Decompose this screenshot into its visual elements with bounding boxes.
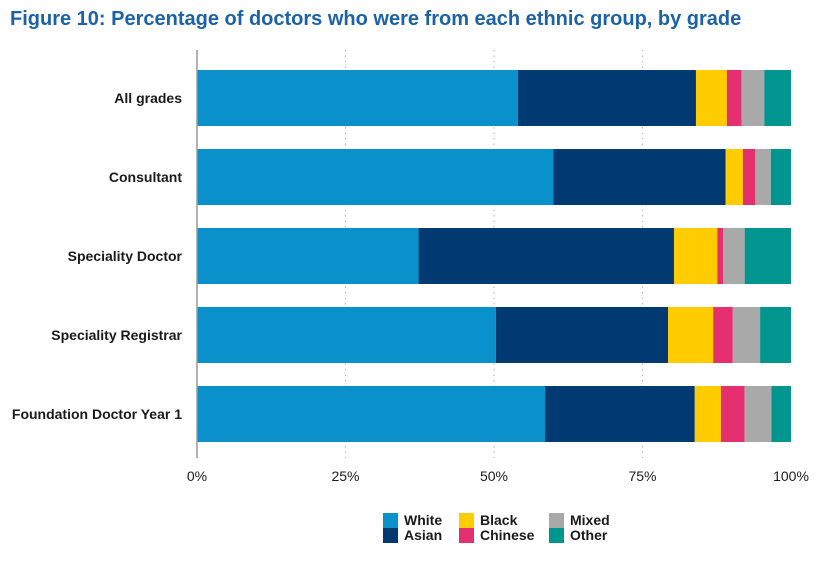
legend-swatch-chinese xyxy=(459,528,474,543)
bar-chinese-4 xyxy=(713,307,733,363)
bar-black-4 xyxy=(668,307,714,363)
legend-label-white: White xyxy=(404,512,442,528)
x-tick-label: 50% xyxy=(480,468,508,484)
bar-chinese-1 xyxy=(726,70,742,126)
legend-swatch-mixed xyxy=(549,513,564,528)
bar-black-5 xyxy=(694,386,721,442)
bar-other-5 xyxy=(771,386,791,442)
legend-swatch-asian xyxy=(383,528,398,543)
bar-other-1 xyxy=(764,70,791,126)
bar-asian-1 xyxy=(517,70,696,126)
legend-swatch-black xyxy=(459,513,474,528)
bar-other-3 xyxy=(744,228,791,284)
bar-chinese-5 xyxy=(720,386,745,442)
category-label: Consultant xyxy=(109,169,182,185)
category-label: Speciality Registrar xyxy=(51,327,182,343)
legend-label-black: Black xyxy=(480,512,518,528)
bar-chinese-2 xyxy=(742,149,756,205)
category-label: All grades xyxy=(114,90,182,106)
chart-title: Figure 10: Percentage of doctors who wer… xyxy=(10,8,742,30)
bar-other-4 xyxy=(760,307,791,363)
bar-other-2 xyxy=(770,149,791,205)
legend-label-other: Other xyxy=(570,527,608,543)
legend-label-mixed: Mixed xyxy=(570,512,610,528)
bar-white-3 xyxy=(197,228,419,284)
x-tick-label: 25% xyxy=(331,468,359,484)
bar-asian-4 xyxy=(495,307,669,363)
category-label: Speciality Doctor xyxy=(68,248,183,264)
bar-black-1 xyxy=(695,70,727,126)
legend-swatch-other xyxy=(549,528,564,543)
bar-mixed-1 xyxy=(741,70,765,126)
bar-mixed-2 xyxy=(755,149,771,205)
bar-white-4 xyxy=(197,307,496,363)
bar-asian-3 xyxy=(418,228,674,284)
bar-white-5 xyxy=(197,386,546,442)
x-tick-label: 75% xyxy=(628,468,656,484)
bar-mixed-3 xyxy=(723,228,745,284)
category-label: Foundation Doctor Year 1 xyxy=(12,406,182,422)
bar-asian-2 xyxy=(553,149,726,205)
bar-chinese-3 xyxy=(717,228,724,284)
bar-black-3 xyxy=(673,228,718,284)
legend-label-chinese: Chinese xyxy=(480,527,535,543)
x-tick-label: 100% xyxy=(773,468,809,484)
legend-swatch-white xyxy=(383,513,398,528)
x-tick-label: 0% xyxy=(187,468,207,484)
legend-label-asian: Asian xyxy=(404,527,442,543)
bar-asian-5 xyxy=(545,386,695,442)
bar-white-2 xyxy=(197,149,554,205)
bar-mixed-5 xyxy=(744,386,772,442)
bar-black-2 xyxy=(725,149,743,205)
bar-mixed-4 xyxy=(732,307,761,363)
bar-white-1 xyxy=(197,70,518,126)
